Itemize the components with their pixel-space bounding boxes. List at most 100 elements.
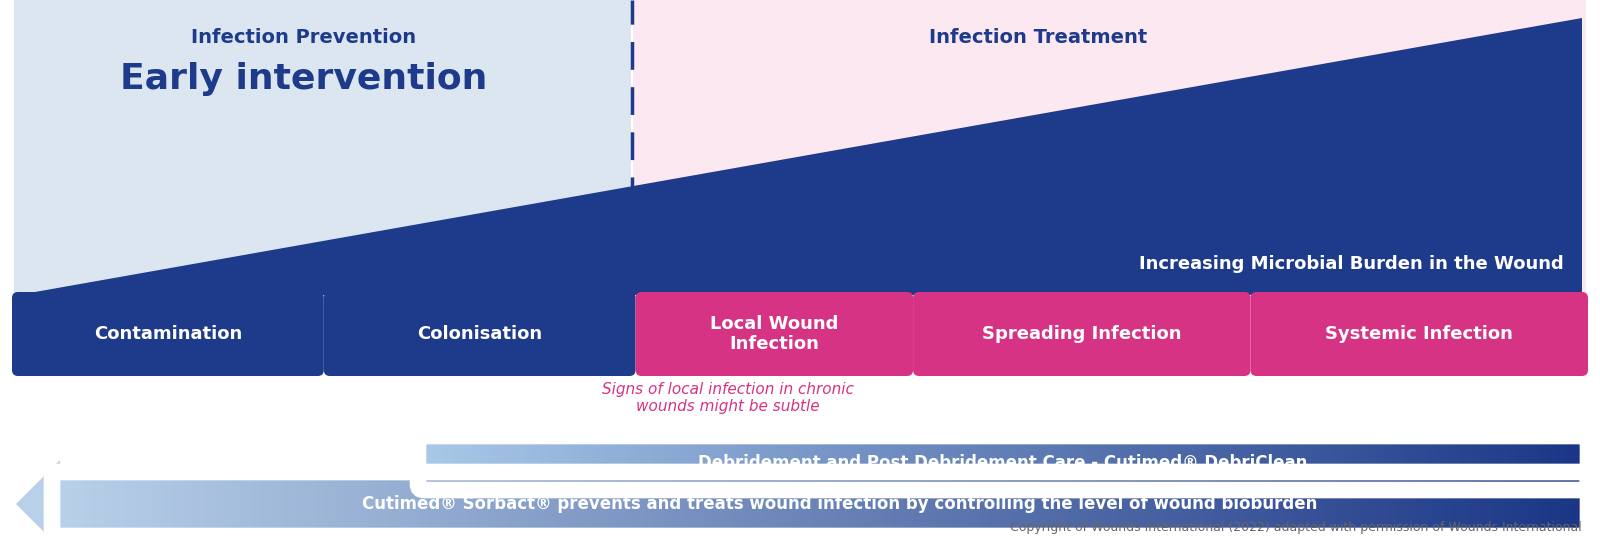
Bar	[850, 442, 853, 484]
Text: Cutimed® Sorbact® prevents and treats wound infection by controlling the level o: Cutimed® Sorbact® prevents and treats wo…	[362, 495, 1318, 513]
Bar	[661, 442, 664, 484]
Bar	[678, 478, 683, 530]
Bar	[918, 478, 923, 530]
Bar	[638, 442, 642, 484]
Bar	[371, 478, 374, 530]
Bar	[882, 442, 885, 484]
Bar	[747, 478, 752, 530]
Bar	[1061, 478, 1064, 530]
Bar	[1128, 442, 1131, 484]
Bar	[1293, 442, 1296, 484]
Bar	[333, 478, 336, 530]
Bar	[451, 478, 454, 530]
Bar	[470, 442, 474, 484]
Bar	[1254, 442, 1258, 484]
Bar	[915, 478, 920, 530]
Text: Spreading Infection: Spreading Infection	[982, 325, 1181, 343]
Bar	[846, 442, 850, 484]
Bar	[438, 442, 442, 484]
Bar	[707, 442, 710, 484]
Bar	[104, 478, 109, 530]
Bar	[1243, 478, 1248, 530]
Bar	[1552, 478, 1555, 530]
Bar	[1430, 478, 1434, 530]
Bar	[1090, 442, 1093, 484]
Bar	[242, 478, 245, 530]
Bar	[1042, 478, 1045, 530]
Bar	[1403, 478, 1408, 530]
Bar	[1109, 478, 1114, 530]
Bar	[1522, 442, 1525, 484]
Bar	[363, 478, 366, 530]
Bar	[733, 478, 736, 530]
Bar	[618, 478, 622, 530]
Bar	[325, 478, 330, 530]
Bar	[858, 442, 862, 484]
Bar	[1544, 478, 1549, 530]
Bar	[520, 442, 523, 484]
Bar	[603, 442, 606, 484]
Bar	[626, 478, 630, 530]
Bar	[1246, 442, 1250, 484]
Bar	[1338, 478, 1342, 530]
Bar	[768, 442, 771, 484]
Bar	[1165, 442, 1168, 484]
Bar	[1506, 478, 1510, 530]
Text: Infection Prevention: Infection Prevention	[190, 28, 416, 47]
Bar	[1315, 442, 1318, 484]
Bar	[1371, 442, 1374, 484]
Bar	[1056, 478, 1061, 530]
Bar	[592, 478, 595, 530]
Bar	[1003, 442, 1006, 484]
Bar	[642, 442, 645, 484]
Bar	[896, 442, 899, 484]
Bar	[832, 442, 835, 484]
Bar	[267, 478, 272, 530]
Bar	[592, 442, 595, 484]
Bar	[578, 442, 581, 484]
Bar	[1453, 478, 1456, 530]
Bar	[162, 478, 165, 530]
Bar	[1157, 442, 1160, 484]
Bar	[1050, 442, 1053, 484]
Bar	[923, 478, 926, 530]
Bar	[1394, 442, 1397, 484]
Bar	[728, 478, 733, 530]
Bar	[1058, 442, 1061, 484]
Bar	[563, 442, 566, 484]
Bar	[946, 442, 949, 484]
Bar	[778, 442, 781, 484]
Bar	[976, 478, 981, 530]
Bar	[1315, 478, 1320, 530]
Bar	[1464, 478, 1469, 530]
Bar	[446, 442, 451, 484]
Bar	[962, 478, 965, 530]
Bar	[499, 442, 502, 484]
Bar	[1322, 442, 1325, 484]
Bar	[1014, 442, 1018, 484]
Bar	[968, 442, 971, 484]
Bar	[1186, 478, 1190, 530]
Bar	[986, 442, 989, 484]
Bar	[1200, 442, 1203, 484]
Bar	[107, 478, 112, 530]
Bar	[1483, 442, 1486, 484]
Bar	[214, 478, 219, 530]
Bar	[907, 442, 910, 484]
Bar	[1562, 442, 1565, 484]
Bar	[1264, 442, 1267, 484]
Bar	[1144, 478, 1149, 530]
Bar	[443, 478, 446, 530]
Bar	[1301, 478, 1304, 530]
Bar	[771, 442, 774, 484]
Bar	[667, 478, 672, 530]
Bar	[645, 442, 648, 484]
Bar	[142, 478, 146, 530]
Bar	[851, 478, 854, 530]
Bar	[968, 478, 973, 530]
FancyBboxPatch shape	[13, 292, 323, 376]
Bar	[374, 478, 379, 530]
Bar	[493, 442, 498, 484]
Text: Signs of local infection in chronic
wounds might be subtle: Signs of local infection in chronic woun…	[602, 382, 854, 414]
Bar	[1282, 478, 1285, 530]
